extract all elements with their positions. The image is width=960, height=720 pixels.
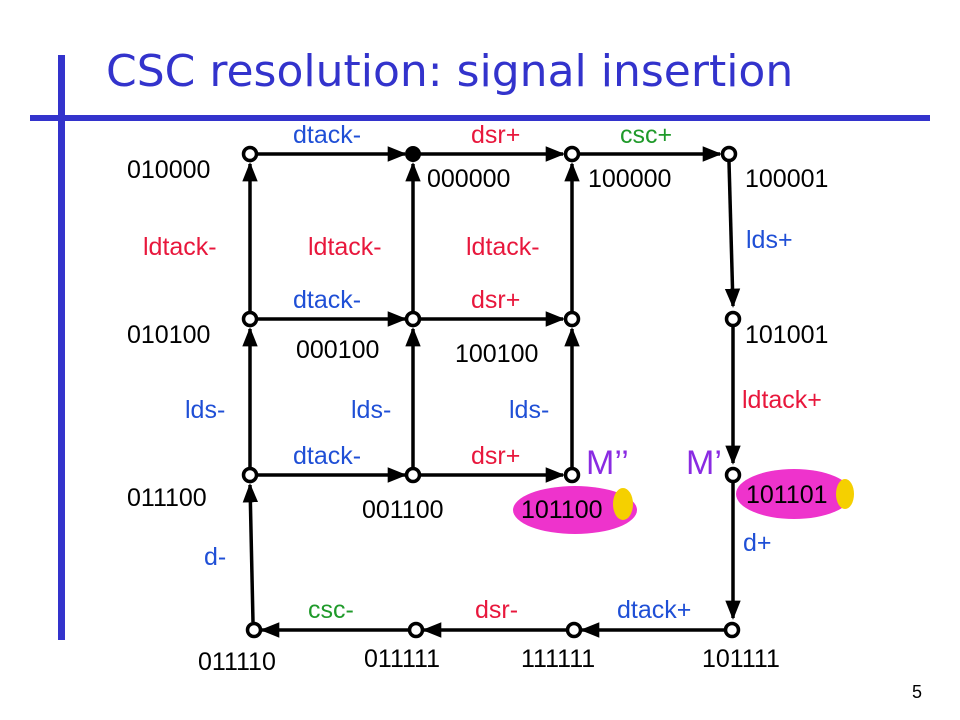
state-node-101111 [723, 621, 741, 639]
state-node-100001 [720, 145, 738, 163]
transition-label: dsr- [475, 596, 518, 624]
state-node-000100 [404, 310, 422, 328]
state-code: 101111 [702, 645, 780, 673]
page-number: 5 [912, 682, 922, 702]
transition-label: ldtack- [466, 233, 540, 261]
state-code: 101101 [746, 481, 828, 509]
transition-label: dsr+ [471, 286, 520, 314]
state-node-100000 [563, 145, 581, 163]
transition-label: dtack- [293, 286, 361, 314]
slide-title: CSC resolution: signal insertion [106, 46, 793, 97]
state-node-101101 [724, 466, 742, 484]
transition-label: csc- [308, 596, 354, 624]
highlight-101101 [736, 469, 854, 519]
state-code: 000000 [427, 165, 510, 193]
transition-label: dtack- [293, 121, 361, 149]
state-code: 011111 [364, 645, 440, 673]
transition-label: csc+ [620, 121, 672, 149]
state-code: 101100 [521, 496, 603, 524]
edge-100001-101001 [724, 161, 741, 308]
state-node-111111 [565, 621, 583, 639]
transition-label: ldtack+ [742, 386, 822, 414]
state-code: 101001 [745, 321, 828, 349]
transition-label: ldtack- [143, 233, 217, 261]
state-node-101100 [563, 466, 581, 484]
state-code: 000100 [296, 336, 379, 364]
highlight-101100 [513, 486, 637, 534]
transition-label: dsr+ [471, 121, 520, 149]
state-node-011110 [245, 621, 263, 639]
transition-label: lds- [185, 396, 225, 424]
state-node-010100 [241, 310, 259, 328]
state-code: 100001 [745, 165, 828, 193]
state-code: 111111 [521, 645, 595, 673]
transition-label: dsr+ [471, 442, 520, 470]
transition-label: ldtack- [308, 233, 382, 261]
state-node-101001 [724, 310, 742, 328]
state-code: 010100 [127, 321, 210, 349]
state-node-001100 [404, 466, 422, 484]
transition-label: lds- [351, 396, 391, 424]
state-code: 011100 [127, 484, 207, 512]
transition-label: dtack+ [617, 596, 691, 624]
marking-m-prime: M’ [686, 444, 722, 482]
state-node-010000 [241, 145, 259, 163]
transition-label: dtack- [293, 442, 361, 470]
horizontal-accent-bar [30, 115, 930, 121]
marking-m-double-prime: M’’ [586, 444, 629, 482]
state-code: 100000 [588, 165, 671, 193]
state-code: 100100 [455, 340, 538, 368]
transition-label: lds- [509, 396, 549, 424]
transition-label: lds+ [746, 226, 793, 254]
state-code: 001100 [362, 496, 444, 524]
state-code: 010000 [127, 156, 210, 184]
edge-011110-011100 [242, 483, 259, 623]
state-node-100100 [563, 310, 581, 328]
state-node-011100 [241, 466, 259, 484]
state-node-011111 [407, 621, 425, 639]
vertical-accent-bar [58, 55, 65, 640]
transition-label: d+ [743, 529, 772, 557]
state-node-000000-initial [405, 146, 421, 162]
state-code: 011110 [198, 648, 276, 676]
transition-label: d- [204, 543, 226, 571]
